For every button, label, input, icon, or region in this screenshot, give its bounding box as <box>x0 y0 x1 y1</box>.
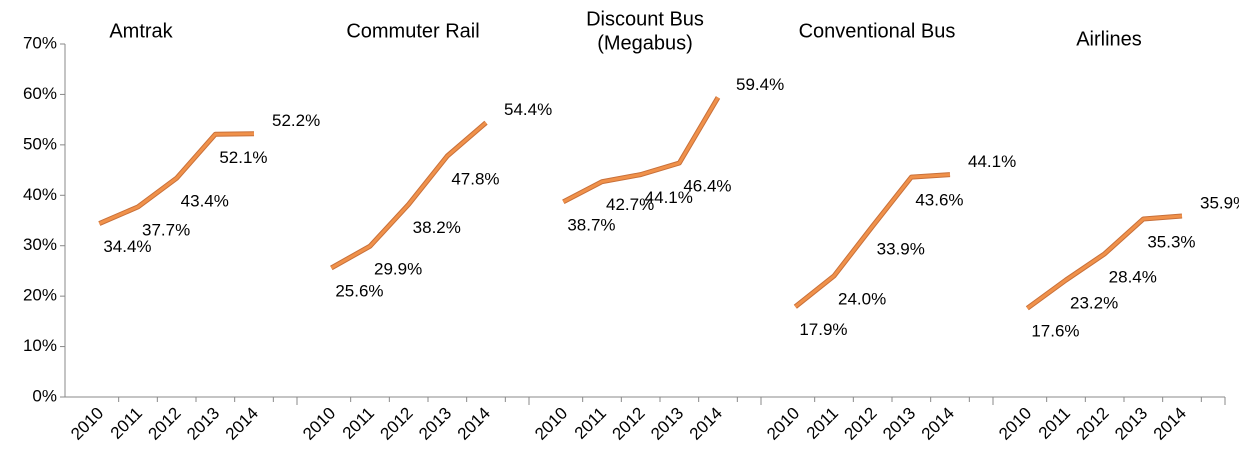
y-tick-label: 10% <box>23 336 57 355</box>
data-label: 44.1% <box>645 188 693 207</box>
line <box>330 121 487 270</box>
data-label: 37.7% <box>142 220 190 239</box>
x-tick-label: 2013 <box>879 404 919 444</box>
x-tick-label: 2013 <box>183 404 223 444</box>
x-tick-label: 2010 <box>531 404 571 444</box>
data-label: 23.2% <box>1070 293 1118 312</box>
x-tick-label: 2014 <box>918 404 958 444</box>
data-label: 46.4% <box>683 176 731 195</box>
y-tick-label: 40% <box>23 185 57 204</box>
y-tick-label: 60% <box>23 84 57 103</box>
data-label: 24.0% <box>838 289 886 308</box>
x-tick-label: 2014 <box>222 404 262 444</box>
x-tick-label: 2011 <box>1035 404 1074 443</box>
x-tick-label: 2012 <box>144 404 184 444</box>
x-tick-label: 2011 <box>571 404 610 443</box>
y-tick-label: 20% <box>23 286 57 305</box>
panel-title: Airlines <box>1076 28 1142 50</box>
data-label: 35.9% <box>1200 193 1239 212</box>
data-label: 44.1% <box>968 152 1016 171</box>
data-label: 43.6% <box>915 191 963 210</box>
data-label: 34.4% <box>103 237 151 256</box>
x-tick-label: 2012 <box>608 404 648 444</box>
x-tick-label: 2010 <box>763 404 803 444</box>
data-label: 28.4% <box>1109 267 1157 286</box>
x-tick-label: 2013 <box>647 404 687 444</box>
data-label: 35.3% <box>1147 232 1195 251</box>
data-label: 17.9% <box>799 320 847 339</box>
data-label: 54.4% <box>504 100 552 119</box>
panel-title: Discount Bus <box>586 8 704 30</box>
x-tick-label: 2012 <box>1072 404 1112 444</box>
data-label: 38.7% <box>567 215 615 234</box>
data-label: 43.4% <box>181 192 229 211</box>
x-tick-label: 2013 <box>1111 404 1151 444</box>
data-label: 17.6% <box>1031 322 1079 341</box>
x-tick-label: 2011 <box>803 404 842 443</box>
line <box>98 132 255 225</box>
line <box>794 173 951 308</box>
x-tick-label: 2010 <box>67 404 107 444</box>
x-tick-label: 2011 <box>107 404 146 443</box>
data-label: 42.7% <box>606 195 654 214</box>
data-label: 33.9% <box>877 240 925 259</box>
x-tick-label: 2012 <box>376 404 416 444</box>
x-tick-label: 2011 <box>339 404 378 443</box>
line <box>1026 214 1183 310</box>
x-tick-label: 2014 <box>1150 404 1190 444</box>
panel-title: (Megabus) <box>597 32 693 54</box>
line <box>562 96 720 204</box>
data-label: 38.2% <box>413 218 461 237</box>
data-label: 25.6% <box>335 281 383 300</box>
y-tick-label: 30% <box>23 235 57 254</box>
data-label: 47.8% <box>451 169 499 188</box>
x-tick-label: 2014 <box>686 404 726 444</box>
y-tick-label: 70% <box>23 33 57 52</box>
x-tick-label: 2014 <box>454 404 494 444</box>
data-label: 59.4% <box>736 75 784 94</box>
data-label: 52.1% <box>219 148 267 167</box>
panel-title: Conventional Bus <box>799 20 956 42</box>
x-tick-label: 2013 <box>415 404 455 444</box>
x-tick-label: 2012 <box>840 404 880 444</box>
y-tick-label: 50% <box>23 134 57 153</box>
x-tick-label: 2010 <box>299 404 339 444</box>
data-label: 52.2% <box>272 111 320 130</box>
y-tick-label: 0% <box>32 386 57 405</box>
data-label: 29.9% <box>374 260 422 279</box>
x-tick-label: 2010 <box>995 404 1035 444</box>
panel-title: Commuter Rail <box>346 20 479 42</box>
panel-title: Amtrak <box>109 20 173 42</box>
